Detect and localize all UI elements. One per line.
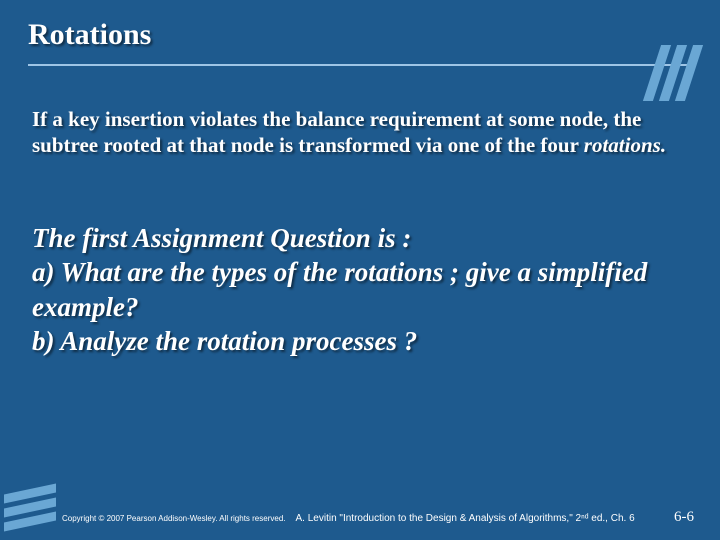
slide: Rotations If a key insertion violates th… [0,0,720,540]
decoration-top-bars [652,45,694,101]
question-line-2: a) What are the types of the rotations ;… [32,255,688,324]
slide-title: Rotations [28,18,692,66]
decoration-bottom-bars [4,489,56,526]
question-line-1: The first Assignment Question is : [32,221,688,256]
footer-page-number: 6-6 [674,509,694,526]
question-line-3: b) Analyze the rotation processes ? [32,324,688,359]
body-paragraph: If a key insertion violates the balance … [32,106,688,159]
footer: Copyright © 2007 Pearson Addison-Wesley.… [62,509,694,526]
paragraph-italic: rotations. [584,133,666,157]
paragraph-prefix: If a key insertion violates the balance … [32,107,641,157]
footer-citation: A. Levitin "Introduction to the Design &… [296,513,635,524]
footer-copyright: Copyright © 2007 Pearson Addison-Wesley.… [62,514,286,523]
question-block: The first Assignment Question is : a) Wh… [32,221,688,359]
